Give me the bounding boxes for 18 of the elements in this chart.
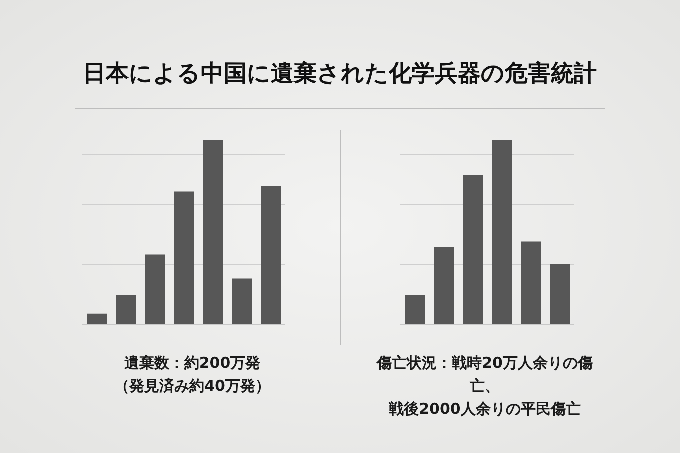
bar xyxy=(203,140,223,325)
bar xyxy=(434,247,454,325)
bar xyxy=(232,278,252,325)
text: 傷亡状況：戦時20万人余りの傷亡、 xyxy=(376,353,594,397)
bar xyxy=(116,295,136,325)
bar xyxy=(174,192,194,325)
bar xyxy=(87,314,107,325)
bar xyxy=(463,175,483,325)
bar xyxy=(261,186,281,325)
bar xyxy=(492,140,512,325)
bar xyxy=(550,264,570,325)
text: （発見済み約40万発） xyxy=(114,376,272,397)
bar xyxy=(521,242,541,325)
text: 戦後2000人余りの平民傷亡 xyxy=(388,399,582,420)
bar xyxy=(145,254,165,325)
text: 日本による中国に遺棄された化学兵器の危害統計 xyxy=(82,60,598,89)
text: 遺棄数：約200万発 xyxy=(123,353,262,374)
bar xyxy=(405,295,425,325)
